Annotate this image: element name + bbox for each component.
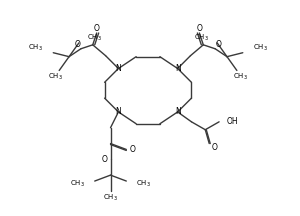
Text: CH$_3$: CH$_3$ <box>103 193 118 203</box>
Text: O: O <box>94 24 100 33</box>
Text: O: O <box>129 145 135 154</box>
Text: CH$_3$: CH$_3$ <box>28 43 44 53</box>
Text: CH$_3$: CH$_3$ <box>194 33 209 43</box>
Text: CH$_3$: CH$_3$ <box>253 43 268 53</box>
Text: N: N <box>175 107 181 116</box>
Text: CH$_3$: CH$_3$ <box>233 72 248 83</box>
Text: O: O <box>102 155 107 164</box>
Text: O: O <box>211 143 217 152</box>
Text: O: O <box>75 40 81 49</box>
Text: CH$_3$: CH$_3$ <box>48 72 63 83</box>
Text: CH$_3$: CH$_3$ <box>136 179 151 189</box>
Text: N: N <box>116 64 121 73</box>
Text: CH$_3$: CH$_3$ <box>87 33 102 43</box>
Text: N: N <box>116 107 121 116</box>
Text: N: N <box>175 64 181 73</box>
Text: OH: OH <box>227 117 238 126</box>
Text: O: O <box>215 40 221 49</box>
Text: CH$_3$: CH$_3$ <box>70 179 85 189</box>
Text: O: O <box>196 24 202 33</box>
